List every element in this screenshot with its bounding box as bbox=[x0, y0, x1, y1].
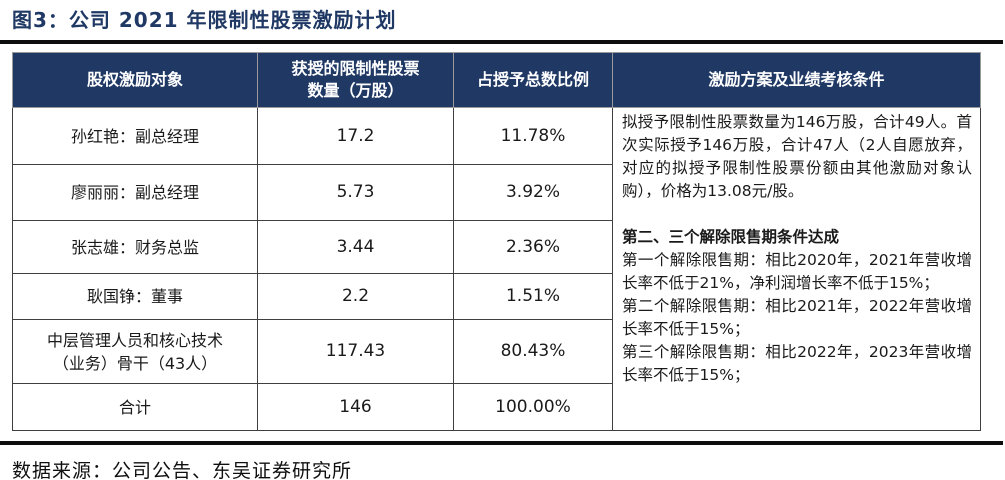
cell-grantee-line2: （业务）骨干（43人） bbox=[52, 353, 218, 373]
col-header-shares-line1: 获授的限制性股票 bbox=[291, 59, 420, 78]
cell-shares: 17.2 bbox=[257, 107, 454, 165]
unlock-conditions-heading: 第二、三个解除限售期条件达成 bbox=[622, 228, 840, 246]
data-source: 数据来源：公司公告、东吴证券研究所 bbox=[12, 460, 353, 480]
cell-grantee: 张志雄：财务总监 bbox=[12, 220, 258, 274]
unlock-period-3-text: 第三个解除限售期：相比2022年，2023年营收增长率不低于15%； bbox=[622, 343, 972, 384]
cell-shares: 146 bbox=[257, 383, 454, 431]
unlock-period-1-text: 第一个解除限售期：相比2020年，2021年营收增长率不低于21%，净利润增长率… bbox=[622, 251, 972, 292]
col-header-grantee: 股权激励对象 bbox=[12, 52, 258, 108]
table-row: 张志雄：财务总监 3.44 2.36% bbox=[12, 220, 981, 274]
cell-grantee: 合计 bbox=[12, 383, 258, 431]
header-row: 股权激励对象 获授的限制性股票 数量（万股） 占授予总数比例 激励方案及业绩考核… bbox=[12, 52, 981, 108]
table-row: 耿国铮：董事 2.2 1.51% bbox=[12, 273, 981, 320]
cell-shares: 117.43 bbox=[257, 319, 454, 384]
table-row: 孙红艳：副总经理 17.2 11.78% 拟授予限制性股票数量为146万股，合计… bbox=[12, 107, 981, 431]
cell-ratio: 80.43% bbox=[453, 319, 613, 384]
cell-grantee: 孙红艳：副总经理 bbox=[12, 107, 258, 165]
figure-title: 图3：公司 2021 年限制性股票激励计划 bbox=[12, 8, 397, 32]
cell-grantee: 耿国铮：董事 bbox=[12, 273, 258, 320]
unlock-period-2-text: 第二个解除限售期：相比2021年，2022年营收增长率不低于15%； bbox=[622, 297, 972, 338]
col-header-ratio: 占授予总数比例 bbox=[453, 52, 613, 108]
grant-summary-text: 拟授予限制性股票数量为146万股，合计49人。首次实际授予146万股，合计47人… bbox=[622, 113, 972, 200]
conditions-cell: 拟授予限制性股票数量为146万股，合计49人。首次实际授予146万股，合计47人… bbox=[612, 107, 981, 431]
footer-divider bbox=[0, 441, 1003, 445]
table-row: 中层管理人员和核心技术 （业务）骨干（43人） 117.43 80.43% bbox=[12, 319, 981, 384]
cell-shares: 2.2 bbox=[257, 273, 454, 320]
cell-ratio: 2.36% bbox=[453, 220, 613, 274]
table-row: 廖丽丽：副总经理 5.73 3.92% bbox=[12, 164, 981, 221]
cell-grantee: 廖丽丽：副总经理 bbox=[12, 164, 258, 221]
cell-ratio: 100.00% bbox=[453, 383, 613, 431]
cell-ratio: 1.51% bbox=[453, 273, 613, 320]
incentive-table: 股权激励对象 获授的限制性股票 数量（万股） 占授予总数比例 激励方案及业绩考核… bbox=[12, 52, 981, 431]
title-divider bbox=[0, 40, 1003, 44]
cell-grantee-line1: 中层管理人员和核心技术 bbox=[46, 330, 223, 350]
cell-ratio: 11.78% bbox=[453, 107, 613, 165]
cell-grantee: 中层管理人员和核心技术 （业务）骨干（43人） bbox=[12, 319, 258, 384]
cell-shares: 5.73 bbox=[257, 164, 454, 221]
cell-ratio: 3.92% bbox=[453, 164, 613, 221]
cell-shares: 3.44 bbox=[257, 220, 454, 274]
col-header-shares: 获授的限制性股票 数量（万股） bbox=[257, 52, 454, 108]
col-header-shares-line2: 数量（万股） bbox=[307, 81, 404, 100]
col-header-conditions: 激励方案及业绩考核条件 bbox=[612, 52, 981, 108]
table-row: 合计 146 100.00% bbox=[12, 383, 981, 431]
